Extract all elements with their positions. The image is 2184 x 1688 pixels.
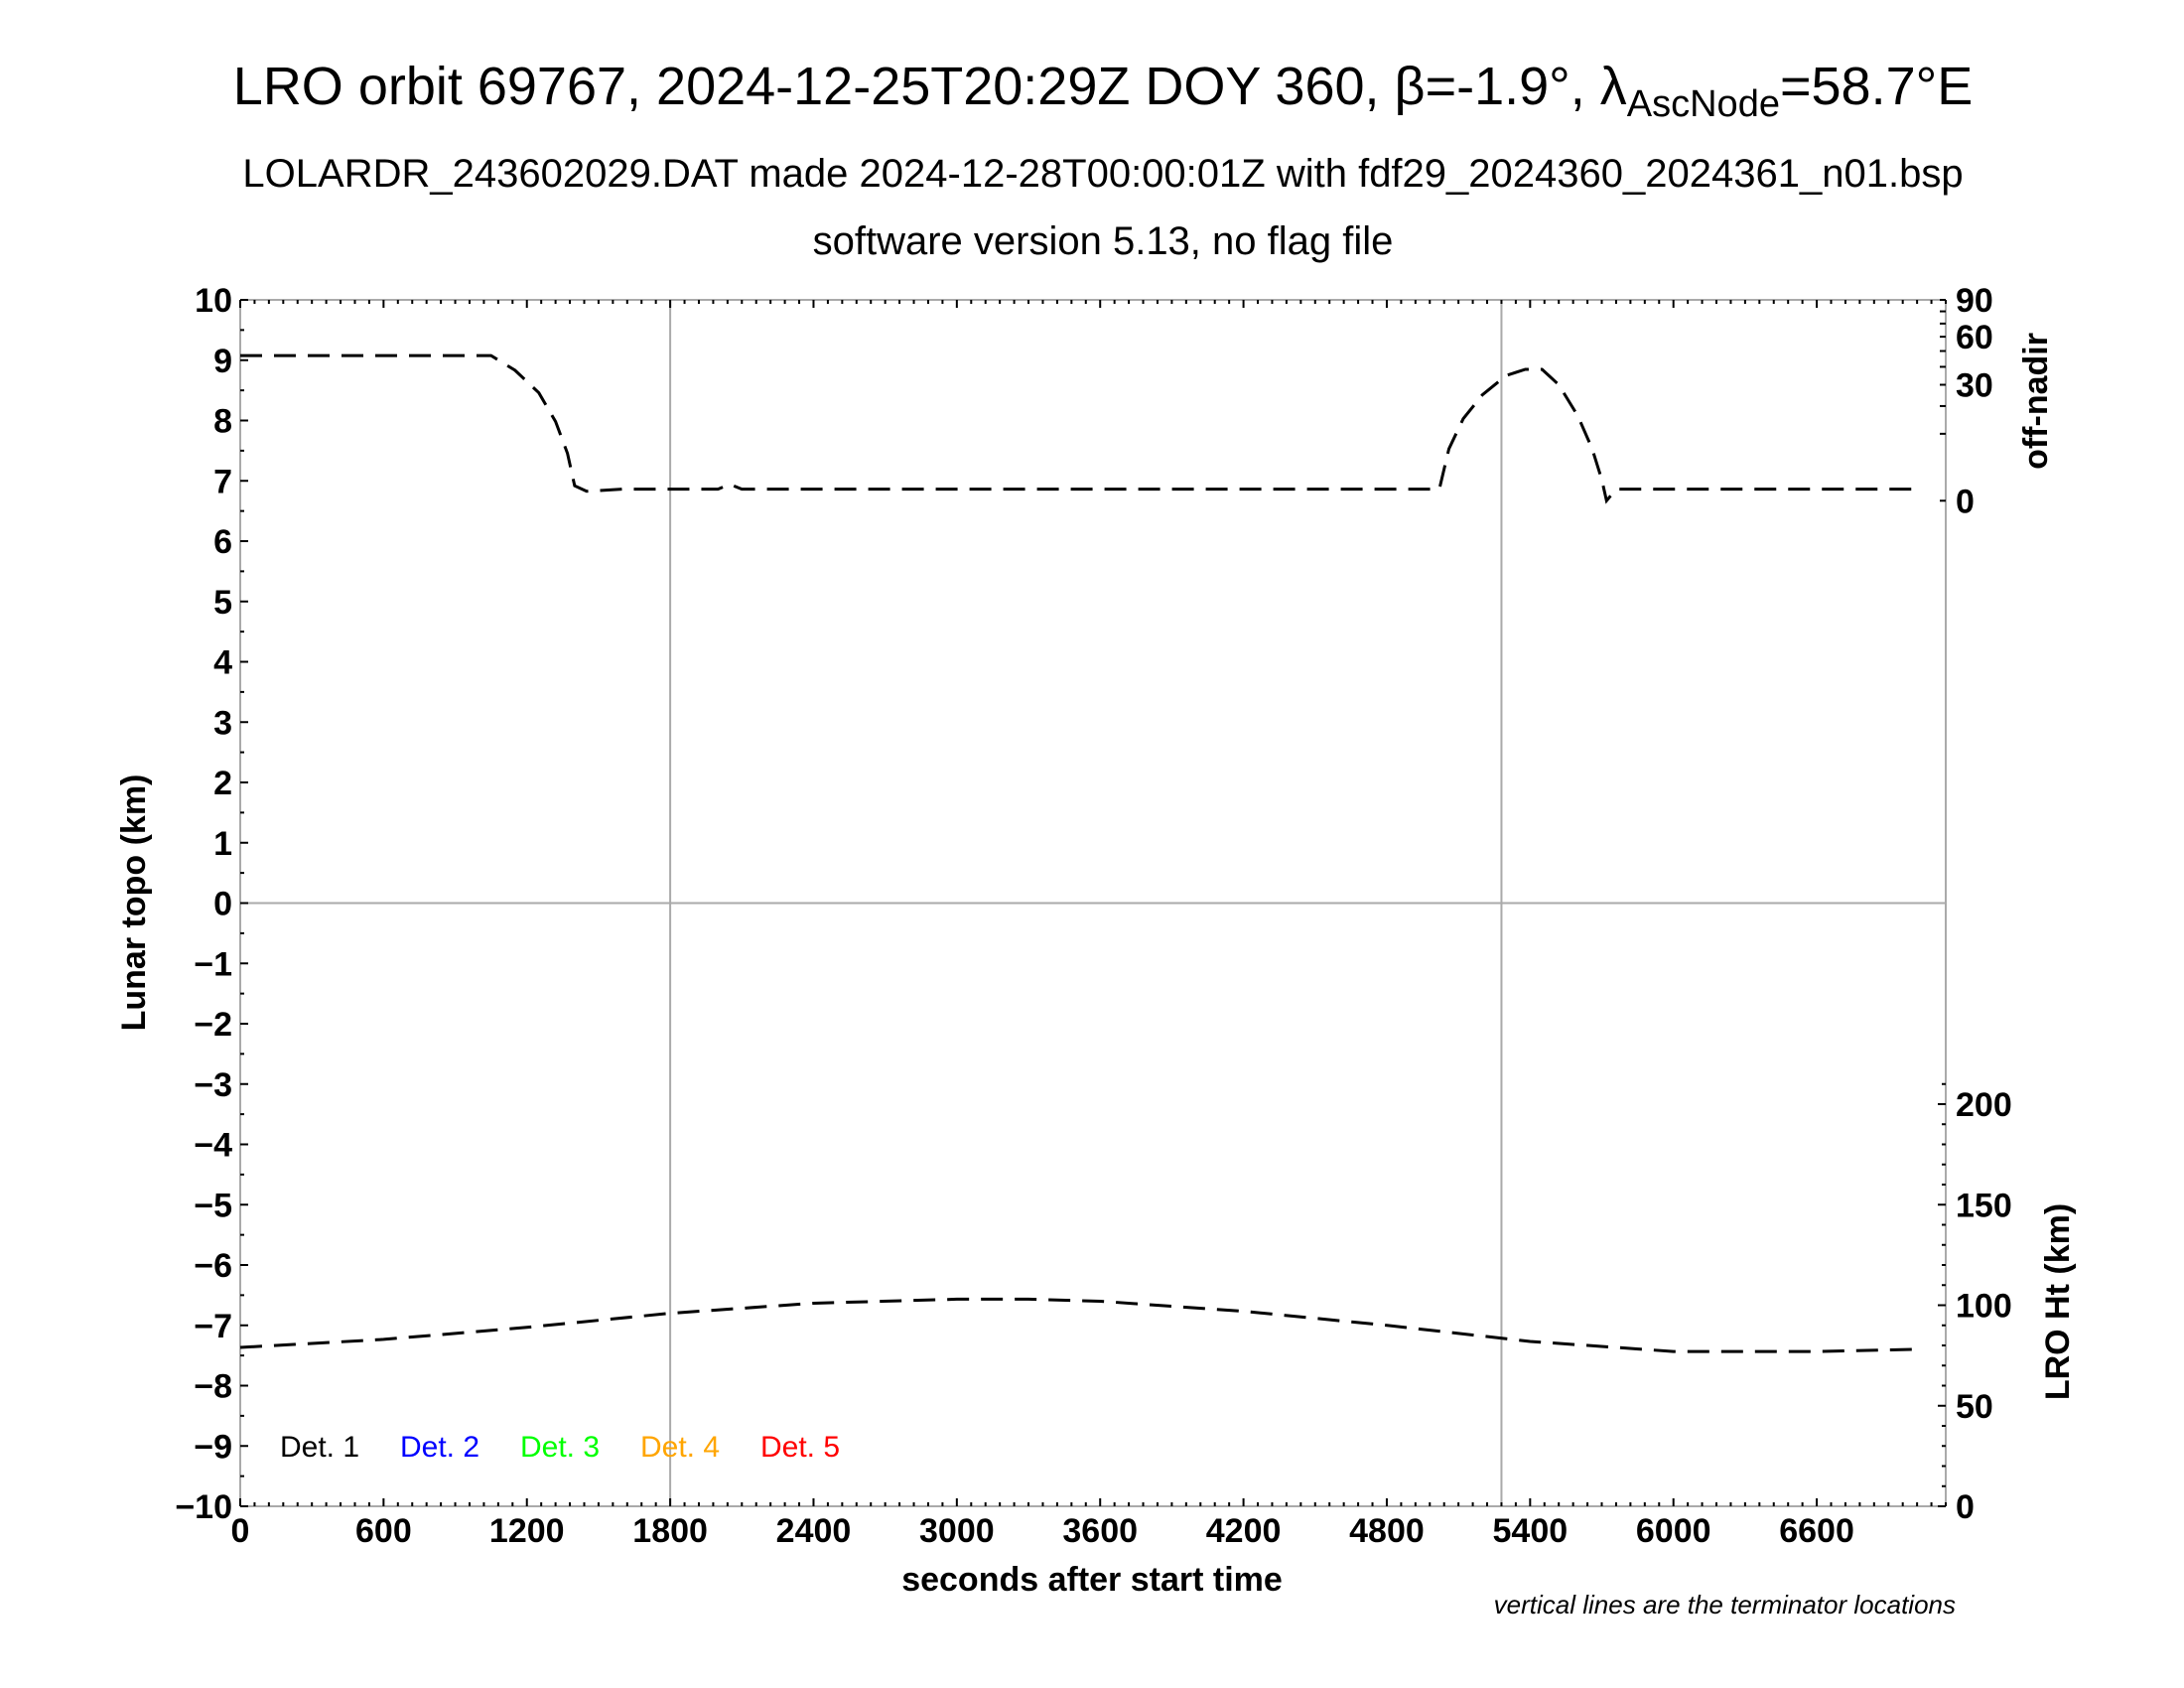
x-tick-label: 4200 <box>1206 1512 1282 1550</box>
y-tick-label: 3 <box>213 704 232 742</box>
y-tick-label: −1 <box>194 945 232 983</box>
height-tick-label: 150 <box>1956 1187 2012 1224</box>
y-axis-label-left: Lunar topo (km) <box>115 774 153 1032</box>
offnadir-tick-label: 60 <box>1956 319 1993 356</box>
x-tick-label: 0 <box>231 1512 250 1550</box>
chart-subtitle: LOLARDR_243602029.DAT made 2024-12-28T00… <box>242 152 1963 196</box>
x-tick-label: 1800 <box>632 1512 708 1550</box>
chart-subtitle-2: software version 5.13, no flag file <box>813 219 1394 263</box>
y-tick-label: −10 <box>175 1488 232 1526</box>
offnadir-series-line <box>240 353 1913 504</box>
x-tick-label: 3600 <box>1062 1512 1138 1550</box>
title-suffix: =58.7°E <box>1780 57 1973 116</box>
chart-title: LRO orbit 69767, 2024-12-25T20:29Z DOY 3… <box>233 57 1973 125</box>
y-axis-label-height: LRO Ht (km) <box>2039 1203 2077 1400</box>
y-tick-label: 9 <box>213 343 232 380</box>
x-tick-label: 3000 <box>919 1512 995 1550</box>
y-tick-label: 0 <box>213 886 232 923</box>
legend-item-det-3: Det. 3 <box>520 1431 600 1464</box>
x-tick-label: 5400 <box>1493 1512 1569 1550</box>
y-tick-label: 5 <box>213 584 232 622</box>
legend-item-det-4: Det. 4 <box>640 1431 720 1464</box>
x-tick-label: 6600 <box>1779 1512 1854 1550</box>
y-tick-label: 1 <box>213 825 232 863</box>
y-tick-label: 2 <box>213 765 232 802</box>
lro-height-series-line <box>239 1297 1913 1353</box>
offnadir-tick-label: 90 <box>1956 282 1993 320</box>
y-tick-label: −6 <box>194 1247 232 1285</box>
terminator-note: vertical lines are the terminator locati… <box>1494 1590 1956 1619</box>
x-axis-label: seconds after start time <box>901 1561 1283 1599</box>
offnadir-tick-label: 0 <box>1956 483 1975 520</box>
legend-item-det-2: Det. 2 <box>400 1431 479 1464</box>
offnadir-tick-label: 30 <box>1956 367 1993 405</box>
y-tick-label: −7 <box>194 1308 232 1345</box>
x-tick-label: 4800 <box>1349 1512 1425 1550</box>
x-tick-label: 2400 <box>776 1512 852 1550</box>
x-tick-label: 1200 <box>489 1512 565 1550</box>
y-tick-label: 7 <box>213 463 232 500</box>
title-prefix: LRO orbit 69767, 2024-12-25T20:29Z DOY 3… <box>233 57 1627 116</box>
height-tick-label: 200 <box>1956 1086 2012 1124</box>
height-tick-label: 100 <box>1956 1288 2012 1326</box>
legend-item-det-5: Det. 5 <box>760 1431 840 1464</box>
y-tick-label: −2 <box>194 1006 232 1044</box>
y-tick-label: 8 <box>213 403 232 441</box>
legend-item-det-1: Det. 1 <box>280 1431 359 1464</box>
y-tick-label: 10 <box>195 282 232 320</box>
y-tick-label: −3 <box>194 1066 232 1104</box>
y-tick-label: −9 <box>194 1428 232 1466</box>
y-tick-label: −5 <box>194 1187 232 1224</box>
x-tick-label: 6000 <box>1636 1512 1711 1550</box>
height-tick-label: 50 <box>1956 1388 1993 1426</box>
y-tick-label: −4 <box>194 1127 232 1165</box>
y-tick-label: −8 <box>194 1368 232 1406</box>
y-tick-label: 4 <box>213 644 232 682</box>
title-subscript: AscNode <box>1627 83 1780 125</box>
x-tick-label: 600 <box>355 1512 412 1550</box>
y-axis-label-offnadir: off-nadir <box>2017 333 2055 470</box>
y-tick-label: 6 <box>213 523 232 561</box>
height-tick-label: 0 <box>1956 1488 1975 1526</box>
